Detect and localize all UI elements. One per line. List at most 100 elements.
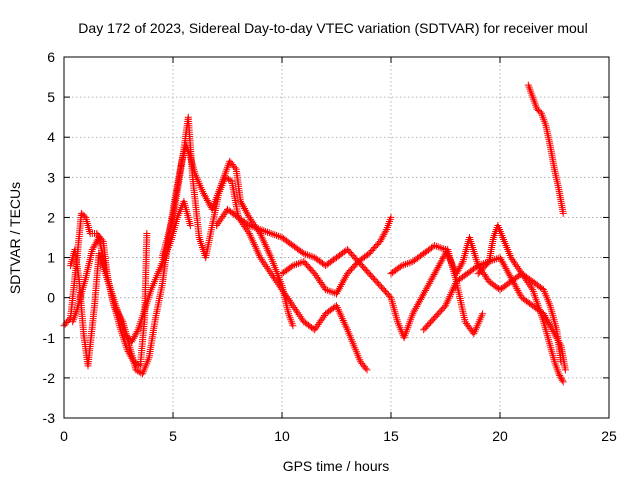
series-group xyxy=(158,113,371,374)
data-point xyxy=(260,227,268,235)
data-point xyxy=(429,272,437,280)
data-point xyxy=(434,263,442,271)
data-point xyxy=(430,271,438,278)
data-point xyxy=(237,197,245,205)
data-point xyxy=(258,226,266,234)
data-point xyxy=(253,224,261,232)
data-point xyxy=(298,258,306,266)
data-point xyxy=(515,288,523,296)
data-point xyxy=(314,275,322,283)
data-point xyxy=(480,271,488,278)
data-point xyxy=(516,290,524,298)
data-point xyxy=(436,260,444,268)
y-tick-label: 1 xyxy=(47,250,55,266)
y-tick-label: -2 xyxy=(43,370,56,386)
series-group xyxy=(524,81,567,217)
data-point xyxy=(403,260,411,268)
data-point xyxy=(559,378,567,386)
data-point xyxy=(294,260,302,268)
data-point xyxy=(241,205,248,212)
data-point xyxy=(276,233,284,241)
data-point xyxy=(422,285,430,293)
data-point xyxy=(334,305,342,313)
data-point xyxy=(312,324,320,332)
data-point xyxy=(231,164,239,172)
data-point xyxy=(485,258,493,266)
data-point xyxy=(444,251,452,259)
data-point xyxy=(248,217,256,225)
data-point xyxy=(409,310,417,318)
data-point xyxy=(291,261,299,269)
data-point xyxy=(336,284,343,292)
y-tick-label: 4 xyxy=(47,129,55,145)
data-point xyxy=(557,373,565,381)
data-point xyxy=(423,283,431,291)
data-point xyxy=(436,244,444,251)
data-point xyxy=(240,203,247,211)
data-point xyxy=(387,213,395,221)
data-point xyxy=(338,313,345,321)
data-point xyxy=(363,366,371,374)
data-point xyxy=(250,241,258,249)
data-point xyxy=(269,230,277,238)
data-point xyxy=(143,230,151,237)
data-point xyxy=(431,242,439,249)
y-tick-labels: -3 -2 -1 0 1 2 3 4 5 6 xyxy=(43,49,56,426)
data-point xyxy=(544,317,551,325)
data-point xyxy=(273,279,281,286)
data-point xyxy=(264,228,271,236)
data-point xyxy=(419,292,426,300)
data-point xyxy=(249,237,257,245)
data-point xyxy=(318,280,326,288)
data-point xyxy=(509,277,517,285)
data-point xyxy=(247,222,255,230)
data-point xyxy=(221,209,229,217)
x-tick-label: 15 xyxy=(383,428,399,444)
series-group xyxy=(420,222,565,366)
data-point xyxy=(454,266,462,274)
y-tick-label: 5 xyxy=(47,89,55,105)
data-point xyxy=(499,259,507,267)
data-point xyxy=(508,255,516,263)
data-point xyxy=(509,257,517,265)
x-tick-label: 0 xyxy=(60,428,68,444)
data-point xyxy=(260,237,268,245)
series-group xyxy=(474,254,569,374)
data-point xyxy=(396,263,404,271)
data-point xyxy=(261,261,269,269)
data-point xyxy=(413,303,421,311)
data-point xyxy=(512,261,520,269)
data-point xyxy=(325,287,333,295)
data-point xyxy=(446,255,454,263)
data-point xyxy=(540,310,548,318)
data-point xyxy=(282,291,290,299)
data-point xyxy=(215,218,223,226)
data-point xyxy=(289,262,297,270)
series-group xyxy=(69,141,297,378)
data-point xyxy=(245,213,253,221)
data-point xyxy=(405,259,413,267)
data-point xyxy=(425,279,433,287)
data-point xyxy=(287,298,294,306)
data-point xyxy=(476,261,484,269)
data-point xyxy=(510,279,518,287)
y-tick-label: 3 xyxy=(47,169,55,185)
data-point xyxy=(342,322,350,330)
data-point xyxy=(305,252,313,260)
data-point xyxy=(247,233,255,241)
data-point xyxy=(552,333,560,341)
data-point xyxy=(242,208,250,216)
data-point xyxy=(503,266,511,274)
data-point xyxy=(382,227,390,235)
plot-markers xyxy=(60,81,569,386)
data-point xyxy=(559,209,567,217)
plot-frame xyxy=(63,56,610,419)
data-point xyxy=(561,366,569,374)
data-point xyxy=(442,247,450,255)
data-point xyxy=(278,286,286,294)
data-point xyxy=(339,277,347,285)
data-point xyxy=(400,261,408,269)
x-tick-labels: 0 5 10 15 20 25 xyxy=(60,428,617,444)
data-point xyxy=(245,230,253,237)
data-point xyxy=(338,279,346,287)
